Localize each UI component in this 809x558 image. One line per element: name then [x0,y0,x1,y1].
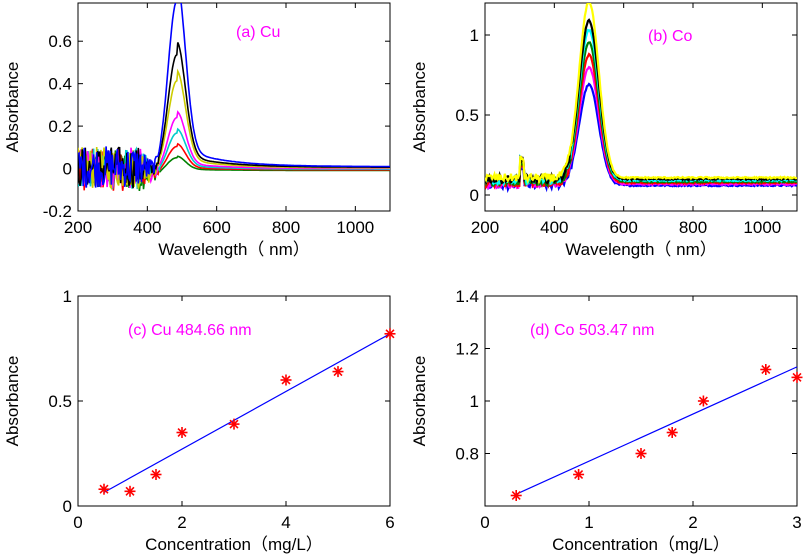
panel_b-xlabel: Wavelength（ nm） [565,240,716,259]
panel_c-data-point [176,427,188,438]
panel_d-ytick-label: 1.4 [455,287,479,306]
panel_b-xtick-label: 600 [609,218,637,237]
panel_b-ytick-label: 1 [470,26,479,45]
panel_d-xtick-label: 0 [480,513,489,532]
panel_b-chart: 200 400 600 800 1000 0 0.5 1 Wavelength（ nm） Abso… [410,2,798,259]
panel_b-annotation: (b) Co [648,28,693,45]
panel_d-xtick-label: 1 [584,513,593,532]
panel_b-xtick-label: 800 [679,218,707,237]
panel_c-xtick-label: 6 [385,513,394,532]
panel_d-data-point [791,371,803,383]
panel_c-xtick-label: 2 [177,513,186,532]
panel_c-ytick-label: 0 [63,497,72,516]
panel_d-annotation: (d) Co 503.47 nm [530,322,655,339]
panel_a-ytick-label: -0.2 [43,202,72,221]
panel_c-data-point [228,418,240,430]
panel_c-ytick-label: 1 [63,287,72,306]
panel_b-ytick-label: 0 [470,186,479,205]
panel_c-annotation: (c) Cu 484.66 nm [128,322,252,339]
panel_a-ytick-label: 0 [63,160,72,179]
panel_c-xlabel: Concentration（mg/L） [145,535,323,554]
panel_d-data-point [760,364,772,375]
panel_a-ytick-label: 0.6 [48,32,72,51]
panel_b-series-s6 [485,18,797,186]
panel_d-data-point [666,427,678,438]
panel_a-axes-frame [77,2,391,212]
panel_c-chart: 0 2 4 6 0 0.5 1 Concentration（mg/L） Absorbance (c… [3,287,396,554]
panel_a-xtick-label: 200 [64,218,92,237]
panel_a-ytick-label: 0.2 [48,117,72,136]
panel_c-data-point [384,328,396,340]
panel_a-series-s7 [78,3,390,188]
panel_a-ylabel: Absorbance [3,62,22,153]
panel_d-xtick-label: 3 [792,513,801,532]
panel_b-series-s5 [485,28,797,188]
panel_c-fit-line [103,333,391,493]
panel_b-series-s1 [485,82,797,194]
panel_b-xtick-label: 1000 [743,218,781,237]
panel_a-xtick-label: 400 [133,218,161,237]
panel_b-ylabel: Absorbance [410,62,429,153]
panel_c-xtick-label: 0 [73,513,82,532]
panel_a-ytick-label: 0.4 [48,75,72,94]
panel_d-ytick-label: 1 [470,392,479,411]
panel_c-ylabel: Absorbance [3,356,22,447]
panel_b-series-s2 [485,65,797,191]
panel_d-data-point [635,448,647,459]
panel_c-ytick-label: 0.5 [48,392,72,411]
panel_b-series-s3 [485,52,797,190]
panel_d-fit-line [515,366,798,495]
panel_d-xlabel: Concentration（mg/L） [552,535,730,554]
panel_a-xtick-label: 600 [202,218,230,237]
panel_d-data-point [510,490,522,501]
panel_d-data-point [573,469,585,480]
panel_a-annotation: (a) Cu [236,24,280,41]
panel_b-axes-frame [484,2,798,212]
panel_b-xtick-label: 200 [471,218,499,237]
panel_c-data-point [150,469,162,480]
panel_a-xtick-label: 800 [272,218,300,237]
panel_b-xtick-label: 400 [540,218,568,237]
panel_a-xlabel: Wavelength（ nm） [158,240,309,259]
panel_b-series-s4 [485,41,797,188]
panel_c-data-point [332,366,344,378]
panel_b-ytick-label: 0.5 [455,106,479,125]
panel_c-xtick-label: 4 [281,513,290,532]
panel_d-xtick-label: 2 [688,513,697,532]
panel_d-data-point [697,395,709,407]
panel_b-series-s7 [485,3,797,186]
panel_d-ytick-label: 1.2 [455,340,479,359]
panel_a-chart: 200 400 600 800 1000 -0.2 0 0.2 0.4 0.6 Wavelength… [3,2,391,259]
panel_d-chart: 0 1 2 3 0.8 1 1.2 1.4 Concentration（mg/L） Absorba… [410,287,803,554]
panel_a-xtick-label: 1000 [336,218,374,237]
panel_d-ylabel: Absorbance [410,356,429,447]
panel_c-data-point [98,483,110,495]
panel_d-ytick-label: 0.8 [455,445,479,464]
panel_c-data-point [124,485,136,497]
panel_c-data-point [280,374,292,386]
